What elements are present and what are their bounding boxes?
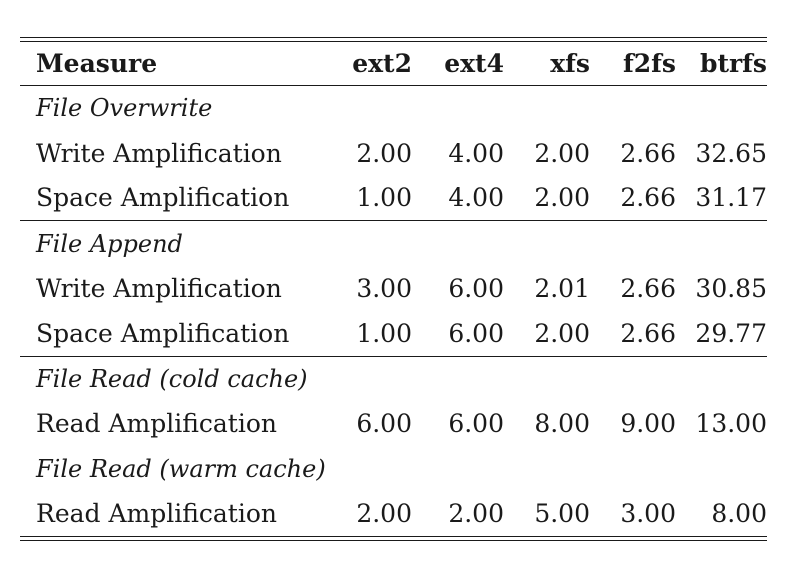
value-cell-f2fs: 9.00 bbox=[620, 409, 676, 439]
value-cell-btrfs: 30.85 bbox=[695, 274, 767, 304]
value-cell-btrfs: 29.77 bbox=[676, 310, 767, 357]
value-cell-btrfs: 32.65 bbox=[695, 138, 767, 168]
section-row-file-overwrite: File Overwrite bbox=[20, 86, 767, 131]
table-row: Read Amplification 2.00 2.00 5.00 3.00 8… bbox=[20, 491, 767, 536]
value-cell-btrfs: 8.00 bbox=[711, 499, 767, 529]
measure-cell: Write Amplification bbox=[36, 274, 282, 304]
amplification-table: Measure ext2 ext4 xfs f2fs btrfs File Ov… bbox=[20, 42, 767, 536]
value-cell-xfs: 2.01 bbox=[534, 274, 590, 304]
value-cell-xfs: 2.00 bbox=[504, 175, 590, 222]
header-xfs: xfs bbox=[504, 42, 590, 86]
value-cell-ext2: 3.00 bbox=[356, 274, 412, 304]
header-row: Measure ext2 ext4 xfs f2fs btrfs bbox=[20, 42, 767, 86]
measure-cell: Write Amplification bbox=[36, 138, 282, 168]
value-cell-ext4: 4.00 bbox=[448, 138, 504, 168]
value-cell-f2fs: 2.66 bbox=[620, 274, 676, 304]
value-cell-xfs: 2.00 bbox=[534, 138, 590, 168]
table-row: Space Amplification 1.00 6.00 2.00 2.66 … bbox=[20, 310, 767, 357]
value-cell-f2fs: 2.66 bbox=[590, 310, 676, 357]
value-cell-ext2: 6.00 bbox=[356, 409, 412, 439]
header-f2fs: f2fs bbox=[590, 42, 676, 86]
measure-cell: Space Amplification bbox=[20, 310, 330, 357]
table-row: Write Amplification 2.00 4.00 2.00 2.66 … bbox=[20, 131, 767, 176]
header-measure: Measure bbox=[20, 42, 330, 86]
value-cell-f2fs: 3.00 bbox=[620, 499, 676, 529]
table-row: Write Amplification 3.00 6.00 2.01 2.66 … bbox=[20, 266, 767, 311]
table-row: Read Amplification 6.00 6.00 8.00 9.00 1… bbox=[20, 402, 767, 447]
value-cell-xfs: 2.00 bbox=[504, 310, 590, 357]
measure-cell: Read Amplification bbox=[36, 499, 278, 529]
value-cell-ext4: 6.00 bbox=[448, 409, 504, 439]
value-cell-ext2: 2.00 bbox=[356, 499, 412, 529]
measure-cell: Space Amplification bbox=[20, 175, 330, 222]
header-ext4: ext4 bbox=[412, 42, 504, 86]
value-cell-xfs: 5.00 bbox=[534, 499, 590, 529]
value-cell-ext2: 1.00 bbox=[330, 310, 412, 357]
section-title: File Read (cold cache) bbox=[36, 365, 308, 394]
value-cell-btrfs: 31.17 bbox=[676, 175, 767, 222]
value-cell-btrfs: 13.00 bbox=[695, 409, 767, 439]
value-cell-f2fs: 2.66 bbox=[590, 175, 676, 222]
measure-cell: Read Amplification bbox=[36, 409, 278, 439]
amplification-table-container: Measure ext2 ext4 xfs f2fs btrfs File Ov… bbox=[20, 37, 767, 541]
section-row-file-read-warm: File Read (warm cache) bbox=[20, 446, 767, 491]
value-cell-ext4: 6.00 bbox=[448, 274, 504, 304]
header-ext2: ext2 bbox=[330, 42, 412, 86]
section-title: File Append bbox=[36, 229, 183, 258]
top-double-rule bbox=[20, 37, 767, 42]
section-title: File Read (warm cache) bbox=[36, 454, 326, 483]
header-btrfs: btrfs bbox=[676, 42, 767, 86]
value-cell-xfs: 8.00 bbox=[534, 409, 590, 439]
value-cell-ext4: 6.00 bbox=[412, 310, 504, 357]
section-title: File Overwrite bbox=[36, 94, 213, 123]
bottom-double-rule bbox=[20, 535, 767, 541]
section-row-file-read-cold: File Read (cold cache) bbox=[20, 356, 767, 401]
value-cell-ext2: 2.00 bbox=[356, 138, 412, 168]
value-cell-ext4: 2.00 bbox=[448, 499, 504, 529]
value-cell-ext2: 1.00 bbox=[330, 175, 412, 222]
section-row-file-append: File Append bbox=[20, 221, 767, 266]
value-cell-ext4: 4.00 bbox=[412, 175, 504, 222]
table-row: Space Amplification 1.00 4.00 2.00 2.66 … bbox=[20, 175, 767, 222]
value-cell-f2fs: 2.66 bbox=[620, 138, 676, 168]
